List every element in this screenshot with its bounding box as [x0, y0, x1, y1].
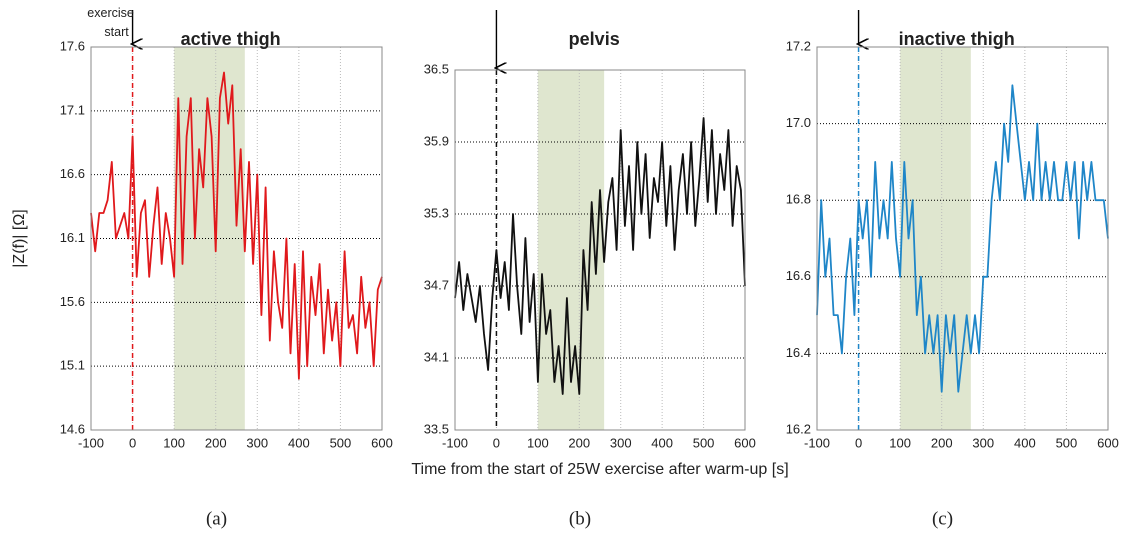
x-tick-label: 200	[931, 435, 953, 450]
data-line	[816, 84, 1109, 393]
x-tick-label: 400	[288, 435, 310, 450]
y-tick-label: 34.7	[424, 277, 449, 292]
y-tick-label: 16.4	[786, 345, 811, 360]
x-tick-label: 0	[855, 435, 862, 450]
data-line	[454, 117, 746, 395]
y-tick-label: 16.6	[60, 166, 85, 181]
x-tick-label: -100	[804, 435, 830, 450]
x-tick-label: -100	[78, 435, 104, 450]
y-tick-label: 17.0	[786, 115, 811, 130]
y-tick-label: 36.5	[424, 61, 449, 76]
plot-frame	[90, 46, 383, 431]
panel-label: (c)	[932, 508, 953, 529]
y-tick-label: 35.9	[424, 133, 449, 148]
y-tick-label: 33.5	[424, 421, 449, 436]
y-tick-label: 17.2	[786, 38, 811, 53]
x-tick-label: 300	[610, 435, 632, 450]
x-tick-label: 200	[205, 435, 227, 450]
panel-title: inactive thigh	[899, 29, 1015, 49]
x-axis-label: Time from the start of 25W exercise afte…	[411, 461, 788, 478]
panel-title: active thigh	[181, 29, 281, 49]
x-tick-label: 400	[1014, 435, 1036, 450]
panel-label: (b)	[569, 508, 591, 529]
x-tick-label: 600	[371, 435, 393, 450]
x-tick-label: 100	[889, 435, 911, 450]
y-tick-label: 14.6	[60, 421, 85, 436]
y-tick-label: 15.6	[60, 294, 85, 309]
x-tick-label: 500	[330, 435, 352, 450]
y-tick-label: 16.1	[60, 230, 85, 245]
y-tick-label: 35.3	[424, 205, 449, 220]
x-tick-label: 400	[651, 435, 673, 450]
x-tick-label: 600	[1097, 435, 1119, 450]
y-tick-label: 16.6	[786, 268, 811, 283]
y-tick-label: 16.2	[786, 421, 811, 436]
x-tick-label: 300	[972, 435, 994, 450]
shaded-interval	[900, 47, 971, 430]
x-tick-label: 100	[527, 435, 549, 450]
x-tick-label: 100	[163, 435, 185, 450]
x-tick-label: 600	[734, 435, 756, 450]
x-tick-label: 500	[1056, 435, 1078, 450]
x-tick-label: 0	[129, 435, 136, 450]
y-tick-label: 17.6	[60, 38, 85, 53]
x-tick-label: 300	[246, 435, 268, 450]
annotation: exercise start	[87, 6, 134, 39]
y-tick-label: 17.1	[60, 102, 85, 117]
x-tick-label: 200	[568, 435, 590, 450]
x-tick-label: 500	[693, 435, 715, 450]
data-line	[90, 71, 383, 380]
x-tick-label: -100	[442, 435, 468, 450]
y-tick-label: 16.8	[786, 192, 811, 207]
y-tick-label: 15.1	[60, 358, 85, 373]
panel-label: (a)	[206, 508, 227, 529]
plot-frame	[816, 46, 1109, 431]
panel-title: pelvis	[569, 29, 620, 49]
plot-frame	[454, 69, 746, 431]
x-tick-label: 0	[493, 435, 500, 450]
y-tick-label: 34.1	[424, 349, 449, 364]
y-axis-label: |Z(f)| [Ω]	[11, 209, 28, 267]
